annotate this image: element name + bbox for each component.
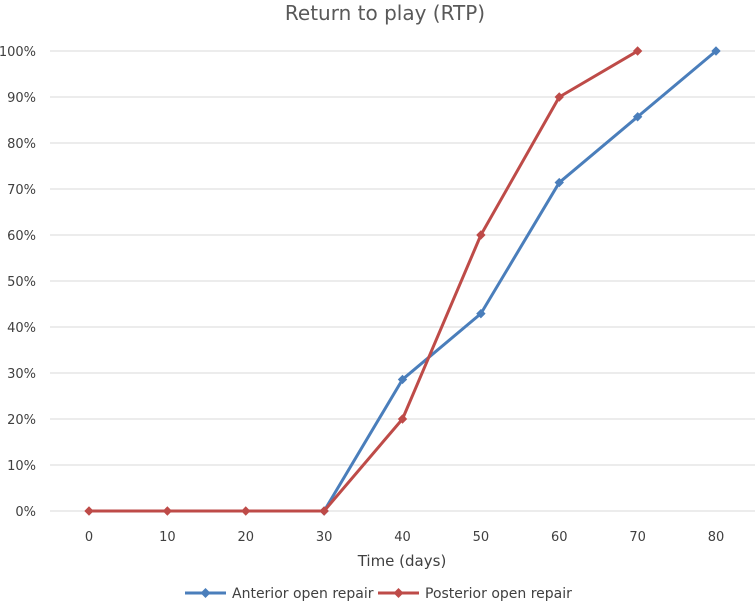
data-point xyxy=(241,506,251,516)
data-point xyxy=(554,92,564,102)
x-tick-label: 80 xyxy=(708,530,725,545)
x-axis: 0 10 20 30 40 50 60 70 80 xyxy=(85,530,724,545)
plot-area xyxy=(84,46,721,516)
data-point xyxy=(711,46,721,56)
x-tick-label: 10 xyxy=(159,530,176,545)
data-point xyxy=(476,230,486,240)
x-tick-label: 0 xyxy=(85,530,93,545)
y-tick-label: 80% xyxy=(7,137,36,152)
x-tick-label: 20 xyxy=(237,530,254,545)
series-line xyxy=(322,49,717,512)
y-tick-label: 30% xyxy=(7,367,36,382)
y-tick-label: 0% xyxy=(15,505,36,520)
y-tick-label: 50% xyxy=(7,275,36,290)
legend: Anterior open repair Posterior open repai… xyxy=(185,586,572,602)
y-tick-label: 60% xyxy=(7,229,36,244)
y-tick-label: 90% xyxy=(7,91,36,106)
chart-title: Return to play (RTP) xyxy=(285,1,485,25)
data-point xyxy=(319,506,329,516)
data-point xyxy=(397,374,408,385)
legend-marker xyxy=(200,588,211,598)
x-axis-label: Time (days) xyxy=(357,552,447,570)
data-point xyxy=(632,46,643,56)
data-point xyxy=(554,177,564,188)
y-tick-label: 10% xyxy=(7,459,36,474)
data-point xyxy=(84,506,94,516)
y-axis: 0% 10% 20% 30% 40% 50% 60% 70% 80% 90% 100% xyxy=(0,45,36,520)
series-line xyxy=(89,49,639,513)
data-point xyxy=(632,112,643,122)
data-point xyxy=(476,308,486,319)
gridlines xyxy=(50,50,755,512)
legend-marker xyxy=(393,588,404,598)
x-tick-label: 60 xyxy=(551,530,568,545)
legend-label: Posterior open repair xyxy=(425,586,572,602)
x-tick-label: 50 xyxy=(473,530,490,545)
y-tick-label: 70% xyxy=(7,183,36,198)
data-point xyxy=(397,414,408,424)
y-tick-label: 20% xyxy=(7,413,36,428)
x-tick-label: 40 xyxy=(394,530,411,545)
y-tick-label: 40% xyxy=(7,321,36,336)
y-tick-label: 100% xyxy=(0,45,36,60)
legend-label: Anterior open repair xyxy=(232,586,374,602)
data-point xyxy=(162,506,173,516)
x-tick-label: 70 xyxy=(629,530,646,545)
x-tick-label: 30 xyxy=(316,530,333,545)
